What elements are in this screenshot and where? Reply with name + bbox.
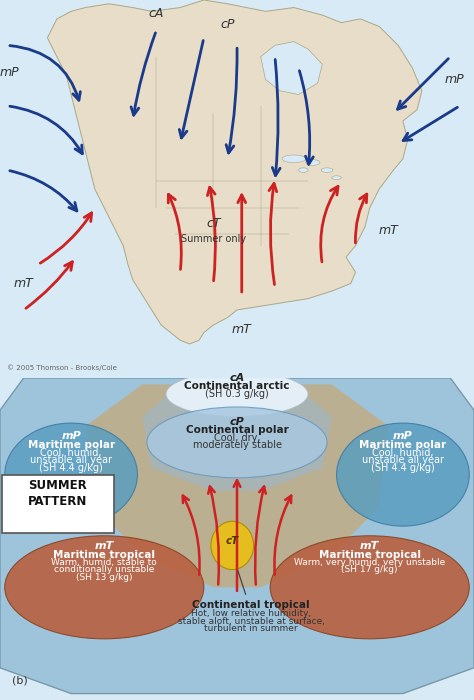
Text: cA: cA bbox=[229, 372, 245, 383]
Text: Cool, humid,: Cool, humid, bbox=[40, 448, 102, 458]
Text: Continental tropical: Continental tropical bbox=[192, 600, 310, 610]
Text: Hot, low relative humidity,: Hot, low relative humidity, bbox=[191, 609, 311, 618]
Ellipse shape bbox=[270, 536, 469, 639]
Text: mP: mP bbox=[445, 74, 465, 86]
Text: mP: mP bbox=[61, 431, 81, 441]
Ellipse shape bbox=[282, 155, 306, 162]
Polygon shape bbox=[47, 0, 422, 344]
Text: cT: cT bbox=[206, 217, 220, 230]
Text: mT: mT bbox=[360, 540, 379, 551]
Ellipse shape bbox=[299, 168, 308, 172]
Text: SUMMER: SUMMER bbox=[28, 479, 87, 492]
Text: mP: mP bbox=[393, 431, 413, 441]
Polygon shape bbox=[261, 41, 322, 94]
Polygon shape bbox=[142, 384, 332, 491]
Text: (b): (b) bbox=[12, 676, 27, 686]
Text: cP: cP bbox=[229, 416, 245, 427]
Text: turbulent in summer: turbulent in summer bbox=[204, 624, 298, 633]
Text: Maritime polar: Maritime polar bbox=[359, 440, 447, 450]
Text: unstable all year: unstable all year bbox=[362, 455, 444, 466]
Text: Maritime tropical: Maritime tropical bbox=[53, 550, 155, 560]
Text: (SH 17 g/kg): (SH 17 g/kg) bbox=[341, 566, 398, 575]
Ellipse shape bbox=[5, 536, 204, 639]
Ellipse shape bbox=[332, 176, 341, 179]
Text: cT: cT bbox=[226, 536, 239, 546]
Text: moderately stable: moderately stable bbox=[192, 440, 282, 450]
Text: Summer only: Summer only bbox=[181, 234, 246, 244]
Text: cA: cA bbox=[149, 7, 164, 20]
Text: conditionally unstable: conditionally unstable bbox=[54, 566, 155, 575]
Ellipse shape bbox=[5, 423, 137, 526]
Text: mT: mT bbox=[95, 540, 114, 551]
Polygon shape bbox=[85, 384, 389, 587]
Text: Maritime tropical: Maritime tropical bbox=[319, 550, 421, 560]
Text: © 2005 Thomson - Brooks/Cole: © 2005 Thomson - Brooks/Cole bbox=[7, 365, 117, 372]
Text: (SH 4.4 g/kg): (SH 4.4 g/kg) bbox=[371, 463, 435, 473]
Text: (SH 4.4 g/kg): (SH 4.4 g/kg) bbox=[39, 463, 103, 473]
Text: stable aloft, unstable at surface,: stable aloft, unstable at surface, bbox=[178, 617, 325, 626]
Text: Cool, humid,: Cool, humid, bbox=[372, 448, 434, 458]
Text: Warm, humid, stable to: Warm, humid, stable to bbox=[51, 559, 157, 568]
Text: mT: mT bbox=[14, 277, 34, 290]
Text: PATTERN: PATTERN bbox=[28, 495, 88, 508]
Ellipse shape bbox=[211, 522, 254, 570]
Text: cP: cP bbox=[220, 18, 235, 32]
Text: mP: mP bbox=[0, 66, 19, 78]
Polygon shape bbox=[0, 378, 474, 694]
Ellipse shape bbox=[306, 160, 320, 165]
Text: Continental arctic: Continental arctic bbox=[184, 382, 290, 391]
Ellipse shape bbox=[166, 372, 308, 416]
Text: Maritime polar: Maritime polar bbox=[27, 440, 115, 450]
Text: Continental polar: Continental polar bbox=[186, 426, 288, 435]
Text: Cool, dry,: Cool, dry, bbox=[214, 433, 260, 443]
Ellipse shape bbox=[147, 407, 327, 478]
Text: (SH 0.3 g/kg): (SH 0.3 g/kg) bbox=[205, 389, 269, 399]
Text: unstable all year: unstable all year bbox=[30, 455, 112, 466]
Text: mT: mT bbox=[379, 225, 399, 237]
Text: (SH 13 g/kg): (SH 13 g/kg) bbox=[76, 573, 133, 582]
Ellipse shape bbox=[337, 423, 469, 526]
Text: mT: mT bbox=[232, 323, 252, 335]
FancyBboxPatch shape bbox=[2, 475, 114, 533]
Ellipse shape bbox=[321, 168, 333, 172]
Text: Warm, very humid, very unstable: Warm, very humid, very unstable bbox=[294, 559, 446, 568]
